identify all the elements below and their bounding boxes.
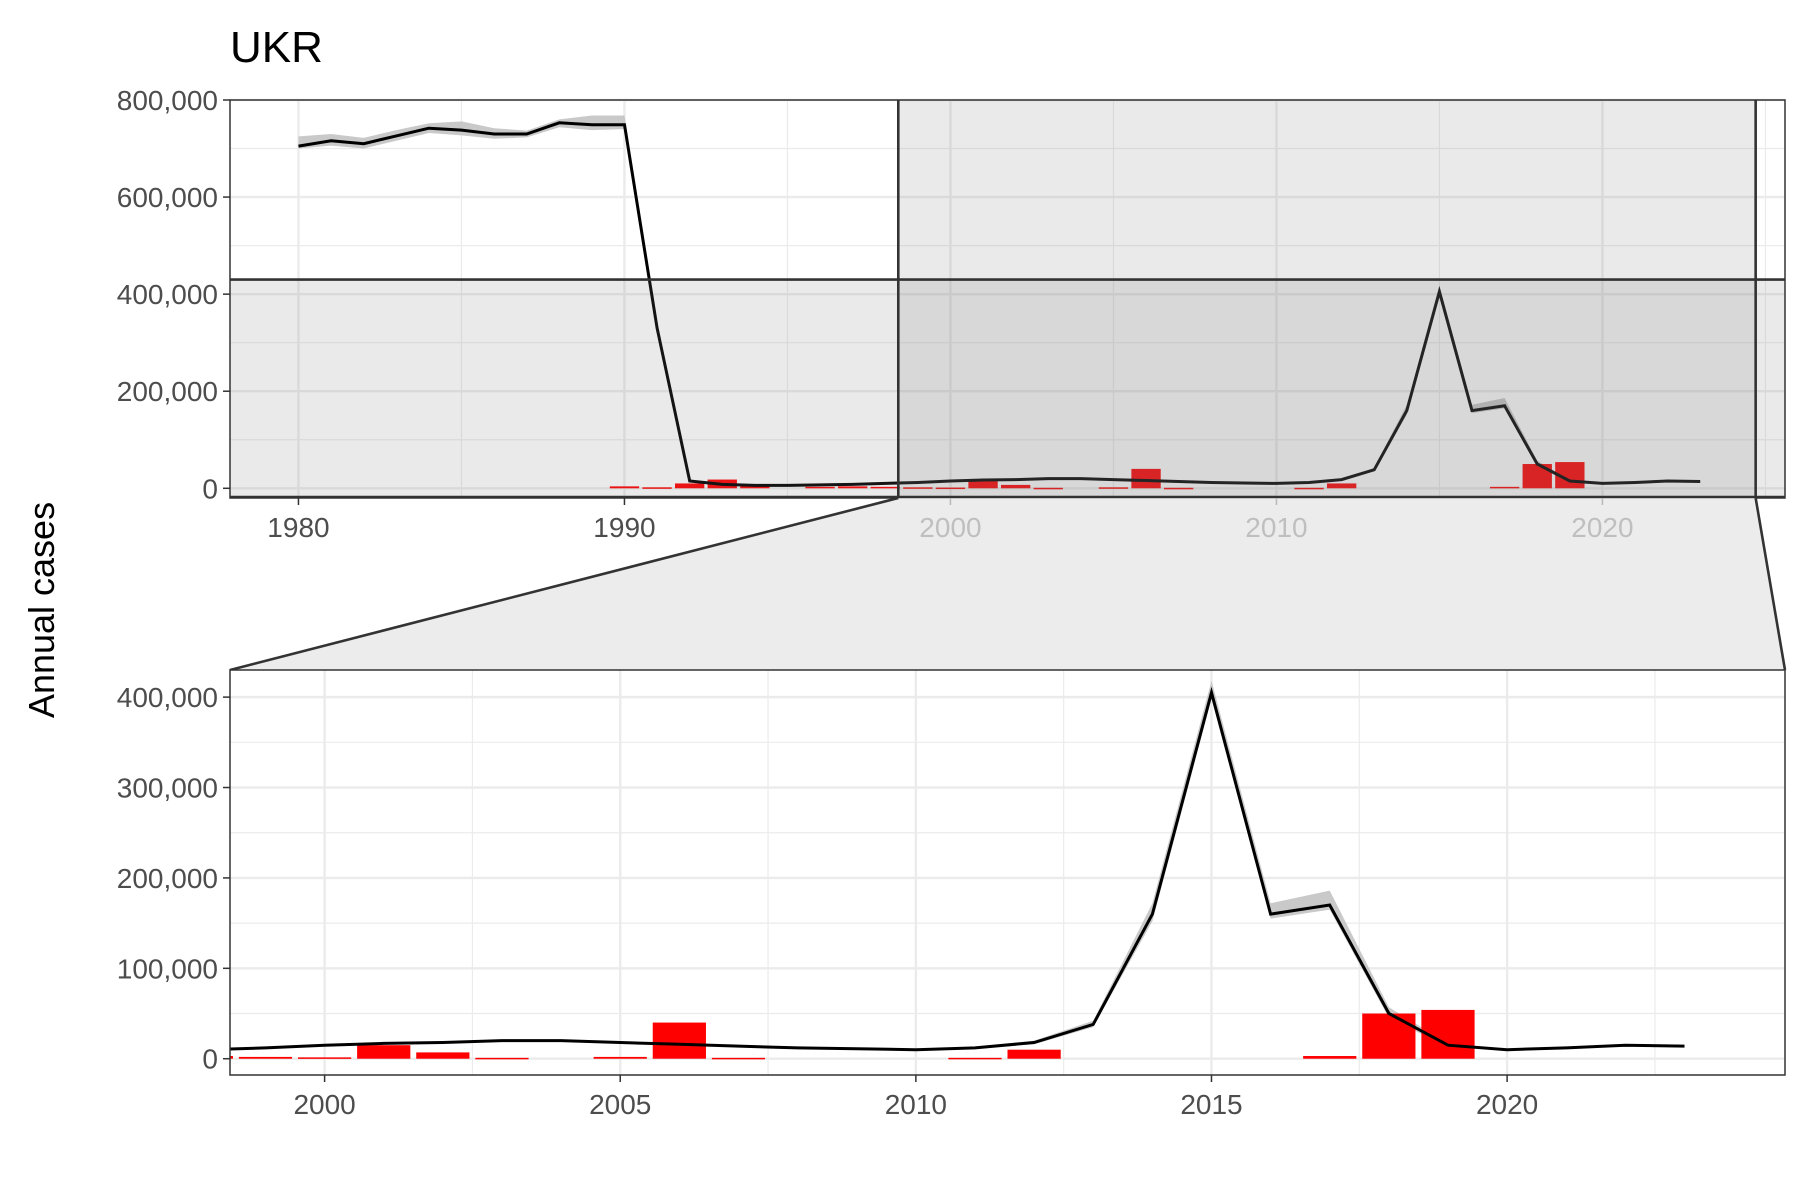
bar-1999 bbox=[238, 1056, 293, 1059]
y-tick-label: 300,000 bbox=[117, 773, 218, 804]
y-tick-label: 400,000 bbox=[117, 682, 218, 713]
bar-2006 bbox=[652, 1022, 706, 1059]
x-tick-label: 1980 bbox=[267, 512, 329, 543]
bar-1996 bbox=[805, 486, 835, 489]
bar-1990 bbox=[609, 486, 640, 489]
bar-2007 bbox=[1163, 487, 1194, 490]
bar-2007 bbox=[711, 1057, 766, 1060]
bar-2017 bbox=[1303, 1056, 1357, 1059]
bar-2018 bbox=[1362, 1013, 1416, 1059]
y-tick-label: 200,000 bbox=[117, 863, 218, 894]
bar-2005 bbox=[1098, 487, 1129, 489]
bar-2002 bbox=[416, 1052, 470, 1059]
y-tick-label: 400,000 bbox=[117, 279, 218, 310]
x-tick-label: 2005 bbox=[589, 1089, 651, 1120]
y-tick-label: 100,000 bbox=[117, 953, 218, 984]
bar-2011 bbox=[1294, 487, 1324, 490]
bar-1999 bbox=[903, 487, 933, 489]
x-tick-label: 2000 bbox=[293, 1089, 355, 1120]
x-tick-label: 2020 bbox=[1476, 1089, 1538, 1120]
bar-2006 bbox=[1131, 468, 1161, 489]
y-tick-label: 600,000 bbox=[117, 182, 218, 213]
zoom-background bbox=[230, 670, 1785, 1075]
bar-1998 bbox=[230, 1056, 233, 1059]
x-tick-label: 2015 bbox=[1180, 1089, 1242, 1120]
bar-2005 bbox=[593, 1056, 647, 1059]
y-tick-label: 200,000 bbox=[117, 376, 218, 407]
main-background bbox=[230, 100, 1785, 498]
x-tick-label: 1990 bbox=[593, 512, 655, 543]
bar-2000 bbox=[935, 487, 966, 490]
bar-2003 bbox=[1033, 487, 1063, 490]
bar-2011 bbox=[948, 1057, 1002, 1060]
x-tick-label: 2010 bbox=[885, 1089, 947, 1120]
zoom-y-band bbox=[230, 279, 1785, 498]
bar-1997 bbox=[837, 486, 868, 489]
bar-2012 bbox=[1326, 483, 1357, 489]
bar-2003 bbox=[475, 1057, 529, 1060]
zoom-connector-right bbox=[1754, 497, 1787, 671]
bar-2001 bbox=[357, 1045, 411, 1059]
bar-1991 bbox=[642, 487, 672, 489]
zoom-x-band bbox=[898, 100, 1756, 498]
bar-2001 bbox=[968, 481, 998, 489]
bar-1997 bbox=[121, 1055, 174, 1059]
zoom-panel: 2000 2005 2010 2015 2020 0 100,000 200,000 300,0… bbox=[61, 669, 1786, 1120]
bar-2012 bbox=[1007, 1049, 1061, 1059]
main-panel: 198019902000201020200200,000400,000600,0… bbox=[117, 85, 1786, 543]
y-tick-label: 0 bbox=[202, 1044, 218, 1075]
zoom-plot-area bbox=[61, 680, 1685, 1060]
main-series-line bbox=[298, 121, 1701, 487]
zoom-series-line bbox=[230, 686, 1685, 1052]
zoom-connector-fill bbox=[230, 498, 1785, 670]
main-plot-area bbox=[230, 100, 1785, 498]
y-tick-label: 800,000 bbox=[117, 85, 218, 116]
bar-2002 bbox=[1000, 484, 1031, 489]
y-axis-title: Annual cases bbox=[21, 502, 62, 718]
zoom-connector-left bbox=[229, 496, 899, 672]
bar-2000 bbox=[297, 1057, 352, 1059]
chart-title: UKR bbox=[230, 23, 323, 72]
zoom-border bbox=[229, 669, 1786, 1076]
bar-1996 bbox=[61, 1056, 114, 1059]
y-tick-label: 0 bbox=[202, 473, 218, 504]
bar-1998 bbox=[870, 486, 900, 489]
zoom-connector bbox=[229, 496, 1787, 672]
bar-2017 bbox=[1489, 486, 1520, 489]
zoom-grid bbox=[230, 670, 1785, 1075]
bar-1992 bbox=[674, 483, 705, 489]
